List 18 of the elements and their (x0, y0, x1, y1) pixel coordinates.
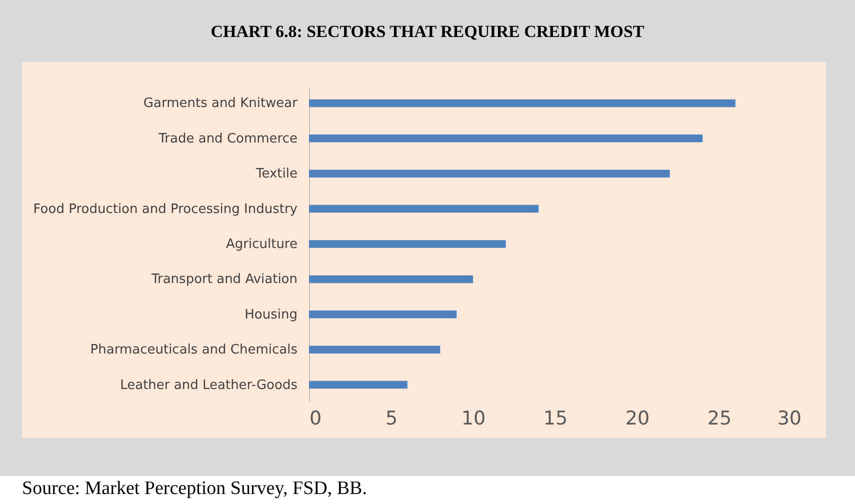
y-tick-label: Pharmaceuticals and Chemicals (90, 342, 298, 358)
y-tick-label: Garments and Knitwear (143, 96, 298, 112)
x-tick-label: 25 (707, 408, 732, 430)
x-tick-label: 30 (777, 408, 802, 430)
y-tick-label: Leather and Leather-Goods (120, 378, 298, 393)
x-tick-label: 15 (543, 408, 568, 430)
x-tick-label: 20 (625, 408, 650, 430)
y-tick-label: Food Production and Processing Industry (33, 202, 298, 217)
source-note: Source: Market Perception Survey, FSD, BB. (22, 478, 367, 500)
x-tick-label: 10 (461, 408, 486, 430)
chart-title: CHART 6.8: SECTORS THAT REQUIRE CREDIT MOST (210, 22, 646, 42)
x-tick-label: 5 (385, 408, 398, 430)
y-tick-label: Textile (254, 166, 298, 182)
x-tick-label: 0 (310, 408, 322, 430)
y-tick-label: Agriculture (226, 237, 298, 252)
y-tick-label: Housing (244, 307, 298, 322)
y-tick-label: Transport and Aviation (150, 272, 298, 288)
y-tick-label: Trade and Commerce (158, 131, 298, 146)
